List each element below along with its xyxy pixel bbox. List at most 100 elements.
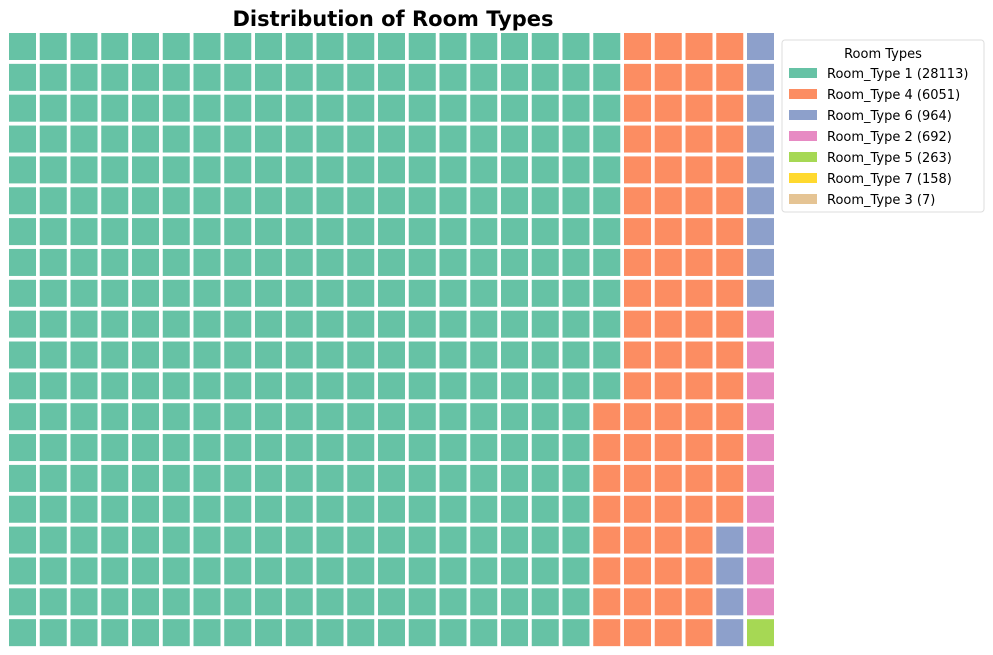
- legend-swatch: [789, 173, 817, 183]
- waffle-cell-room-type-6: [716, 526, 744, 554]
- legend-title: Room Types: [844, 47, 922, 62]
- waffle-cell-room-type-1: [347, 156, 375, 184]
- waffle-cell-room-type-1: [255, 341, 282, 369]
- waffle-cell-room-type-1: [470, 495, 498, 523]
- waffle-cell-room-type-1: [347, 526, 375, 554]
- waffle-cell-room-type-1: [101, 248, 129, 276]
- legend-items: Room_Type 1 (28113) Room_Type 4 (6051) Roo…: [789, 67, 968, 208]
- waffle-cell-room-type-1: [39, 33, 67, 60]
- waffle-cell-room-type-4: [624, 341, 651, 369]
- waffle-cell-room-type-1: [593, 33, 621, 60]
- waffle-cell-room-type-1: [408, 94, 436, 122]
- waffle-cell-room-type-1: [408, 403, 436, 431]
- waffle-cell-room-type-1: [9, 279, 36, 307]
- waffle-cell-room-type-1: [439, 495, 467, 523]
- waffle-cell-room-type-1: [132, 619, 159, 647]
- waffle-cell-room-type-1: [408, 434, 436, 462]
- waffle-cell-room-type-4: [654, 526, 682, 554]
- waffle-cell-room-type-1: [501, 125, 528, 153]
- waffle-cell-room-type-4: [593, 557, 621, 585]
- waffle-cell-room-type-1: [255, 464, 282, 492]
- waffle-cell-room-type-1: [224, 63, 252, 91]
- waffle-cell-room-type-1: [101, 557, 129, 585]
- waffle-cell-room-type-1: [347, 125, 375, 153]
- waffle-cell-room-type-1: [193, 279, 221, 307]
- waffle-cell-room-type-1: [470, 403, 498, 431]
- waffle-cell-room-type-1: [378, 434, 405, 462]
- waffle-cell-room-type-1: [132, 310, 159, 338]
- waffle-cell-room-type-1: [285, 588, 313, 616]
- waffle-cell-room-type-1: [316, 588, 344, 616]
- waffle-cell-room-type-1: [285, 248, 313, 276]
- waffle-cell-room-type-1: [255, 279, 282, 307]
- waffle-cell-room-type-4: [624, 279, 651, 307]
- waffle-cell-room-type-1: [101, 187, 129, 215]
- waffle-cell-room-type-4: [654, 372, 682, 400]
- waffle-cell-room-type-1: [193, 156, 221, 184]
- waffle-cell-room-type-4: [685, 557, 713, 585]
- waffle-cell-room-type-4: [654, 619, 682, 647]
- waffle-cell-room-type-1: [347, 33, 375, 60]
- waffle-cell-room-type-1: [39, 310, 67, 338]
- waffle-cell-room-type-1: [316, 495, 344, 523]
- waffle-cell-room-type-1: [193, 588, 221, 616]
- waffle-cell-room-type-1: [347, 588, 375, 616]
- waffle-cell-room-type-4: [685, 279, 713, 307]
- waffle-cell-room-type-6: [747, 63, 774, 91]
- waffle-cell-room-type-1: [593, 310, 621, 338]
- waffle-cell-room-type-1: [9, 125, 36, 153]
- waffle-cell-room-type-4: [624, 33, 651, 60]
- waffle-cell-room-type-1: [162, 341, 190, 369]
- legend-label: Room_Type 5 (263): [827, 151, 952, 166]
- waffle-cell-room-type-1: [347, 310, 375, 338]
- waffle-cell-room-type-1: [255, 434, 282, 462]
- waffle-cell-room-type-1: [9, 187, 36, 215]
- waffle-cell-room-type-1: [378, 495, 405, 523]
- waffle-cell-room-type-1: [501, 588, 528, 616]
- waffle-cell-room-type-6: [747, 218, 774, 246]
- waffle-cell-room-type-1: [70, 372, 98, 400]
- waffle-cell-room-type-1: [562, 588, 590, 616]
- waffle-cell-room-type-1: [562, 94, 590, 122]
- waffle-cell-room-type-1: [285, 33, 313, 60]
- waffle-cell-room-type-1: [9, 218, 36, 246]
- waffle-cell-room-type-1: [285, 464, 313, 492]
- waffle-cell-room-type-1: [132, 125, 159, 153]
- waffle-cell-room-type-1: [39, 218, 67, 246]
- waffle-cell-room-type-1: [562, 464, 590, 492]
- waffle-cell-room-type-1: [193, 372, 221, 400]
- waffle-cell-room-type-1: [162, 526, 190, 554]
- waffle-cell-room-type-1: [9, 588, 36, 616]
- waffle-cell-room-type-4: [716, 94, 744, 122]
- waffle-cell-room-type-1: [531, 495, 559, 523]
- waffle-cell-room-type-1: [70, 341, 98, 369]
- waffle-cell-room-type-1: [132, 63, 159, 91]
- waffle-cell-room-type-1: [162, 33, 190, 60]
- waffle-cell-room-type-1: [470, 218, 498, 246]
- waffle-cell-room-type-1: [378, 33, 405, 60]
- waffle-cell-room-type-1: [101, 526, 129, 554]
- waffle-cell-room-type-1: [162, 464, 190, 492]
- waffle-cell-room-type-4: [716, 403, 744, 431]
- waffle-cell-room-type-4: [685, 63, 713, 91]
- waffle-cell-room-type-1: [347, 248, 375, 276]
- waffle-cell-room-type-1: [101, 63, 129, 91]
- waffle-cell-room-type-1: [470, 619, 498, 647]
- waffle-cell-room-type-6: [747, 33, 774, 60]
- waffle-cell-room-type-4: [654, 464, 682, 492]
- waffle-cell-room-type-1: [408, 495, 436, 523]
- waffle-cell-room-type-1: [132, 434, 159, 462]
- waffle-cell-room-type-1: [224, 156, 252, 184]
- waffle-cell-room-type-1: [531, 33, 559, 60]
- waffle-cell-room-type-1: [378, 63, 405, 91]
- waffle-cell-room-type-1: [285, 94, 313, 122]
- waffle-cell-room-type-1: [501, 526, 528, 554]
- waffle-cell-room-type-1: [70, 279, 98, 307]
- waffle-cell-room-type-2: [747, 403, 774, 431]
- waffle-cell-room-type-1: [501, 156, 528, 184]
- waffle-cell-room-type-1: [9, 464, 36, 492]
- waffle-cell-room-type-1: [470, 33, 498, 60]
- waffle-cell-room-type-4: [593, 434, 621, 462]
- waffle-cell-room-type-1: [9, 619, 36, 647]
- waffle-cell-room-type-1: [501, 310, 528, 338]
